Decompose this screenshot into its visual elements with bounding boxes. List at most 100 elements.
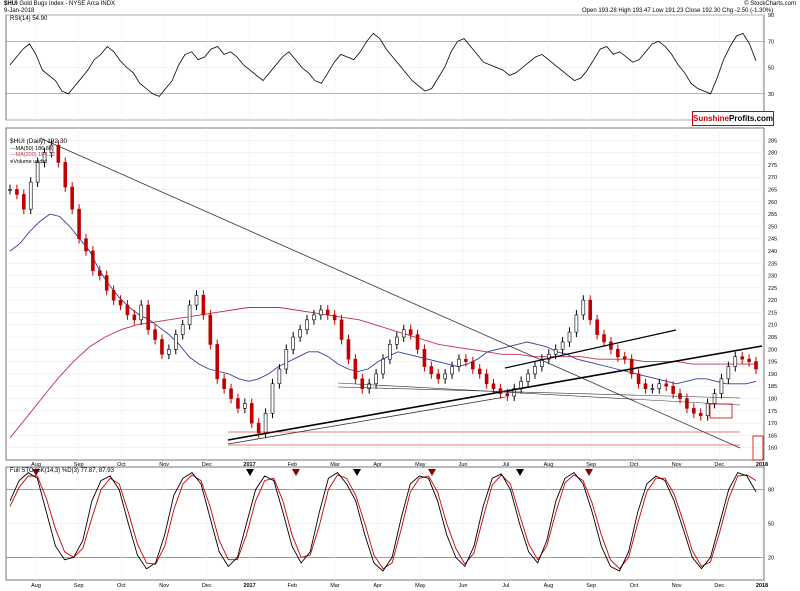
sunshine-profits-logo[interactable]: SunshineProfits.com (692, 111, 774, 126)
price-body (8, 189, 12, 191)
sto-k-line (9, 472, 757, 572)
price-body (173, 334, 178, 350)
price-body (332, 314, 337, 321)
x-axis-label-5: 2017 (243, 462, 255, 468)
legend-ma50: —MA(50) 186.88 (10, 145, 52, 152)
price-body (374, 373, 378, 385)
price-body (146, 304, 150, 330)
x-axis-label-7: Mar (330, 462, 340, 468)
price-body (726, 366, 731, 380)
y-tick-label: 270 (768, 175, 777, 181)
price-body (312, 314, 316, 321)
price-body (63, 162, 68, 188)
y-tick-label: 200 (768, 347, 777, 353)
y-tick-label: 225 (768, 286, 777, 292)
price-body (450, 366, 454, 375)
y-tick-label: 50 (768, 522, 774, 528)
sto-arrow-5 (516, 469, 524, 476)
price-body (77, 208, 81, 239)
price-body (733, 356, 738, 367)
price-body (229, 388, 233, 399)
sto-arrow-0 (32, 469, 40, 476)
x-axis-label-bottom-13: Sep (586, 583, 596, 589)
price-body (284, 349, 289, 370)
price-body (692, 408, 696, 414)
price-body (360, 378, 365, 389)
y-tick-label: 285 (768, 138, 777, 144)
price-body (685, 398, 689, 409)
price-body (28, 181, 33, 210)
price-body (588, 299, 593, 321)
x-axis-label-6: Feb (287, 462, 296, 468)
price-body (609, 341, 613, 350)
sto-arrow-4 (428, 469, 436, 476)
x-axis-label-bottom-2: Oct (117, 583, 126, 589)
price-body (243, 403, 247, 409)
legend-ma50-text: MA(50) 186.88 (15, 145, 52, 152)
price-body (208, 314, 213, 345)
price-body (477, 368, 482, 375)
price-body (657, 383, 662, 389)
index-name: Gold Bugs Index - NYSE Arca INDX (19, 1, 116, 7)
x-axis-label-bottom-3: Nov (159, 583, 169, 589)
price-body (636, 373, 641, 385)
x-axis-label-11: Jul (502, 462, 509, 468)
x-axis-label-17: 2018 (756, 462, 768, 468)
y-tick-label: 250 (768, 224, 777, 230)
price-body (408, 329, 413, 335)
y-tick-label: 70 (768, 39, 774, 45)
rsi-legend: RSI(14) 54.90 (10, 16, 48, 22)
y-tick-label: 20 (768, 555, 774, 561)
x-axis-label-16: Dec (714, 462, 724, 468)
x-axis-label-1: Sep (74, 462, 84, 468)
price-body (533, 366, 537, 375)
price-body (671, 385, 675, 394)
price-body (705, 403, 710, 417)
legend-ma200-text: MA(200) 194.32 (15, 152, 55, 158)
x-axis-label-10: Jun (459, 462, 468, 468)
price-body (139, 304, 144, 321)
y-tick-label: 205 (768, 335, 777, 341)
price-body (15, 189, 19, 195)
price-body (97, 270, 102, 276)
x-axis-label-bottom-17: 2018 (756, 583, 768, 589)
price-body (201, 294, 206, 316)
rsi-line (9, 32, 757, 97)
y-tick-label: 245 (768, 237, 777, 243)
x-axis-label-bottom-11: Jul (502, 583, 509, 589)
y-tick-label: 235 (768, 261, 777, 267)
price-body (740, 356, 744, 360)
y-tick-label: 170 (768, 421, 777, 427)
price-body (505, 393, 510, 397)
price-body (436, 373, 441, 380)
price-body (754, 361, 758, 370)
price-body (111, 290, 116, 301)
price-body (595, 319, 599, 335)
price-body (256, 422, 261, 434)
price-body (574, 314, 579, 333)
x-axis-label-bottom-7: Mar (330, 583, 340, 589)
x-axis-label-9: May (415, 462, 426, 468)
y-tick-label: 220 (768, 298, 777, 304)
price-body (291, 336, 296, 350)
brand-part1: Sunshine (693, 114, 730, 123)
price-body (367, 383, 371, 389)
trend-line-3 (337, 386, 741, 399)
price-body (698, 412, 703, 417)
price-body (712, 393, 717, 404)
y-tick-label: 180 (768, 397, 777, 403)
main-legend: $HUI (Daily) 192.30 —MA(50) 186.88 —MA(2… (10, 138, 67, 165)
x-axis-label-0: Aug (31, 462, 41, 468)
price-body (222, 378, 226, 389)
price-body (581, 299, 586, 316)
price-body (526, 373, 530, 382)
price-body (622, 356, 627, 360)
trend-line-2 (227, 396, 506, 445)
price-body (236, 398, 240, 409)
y-tick-label: 160 (768, 446, 777, 452)
price-body (263, 412, 268, 434)
y-tick-label: 80 (768, 488, 774, 494)
y-tick-label: 50 (768, 66, 774, 72)
price-body (602, 334, 606, 343)
